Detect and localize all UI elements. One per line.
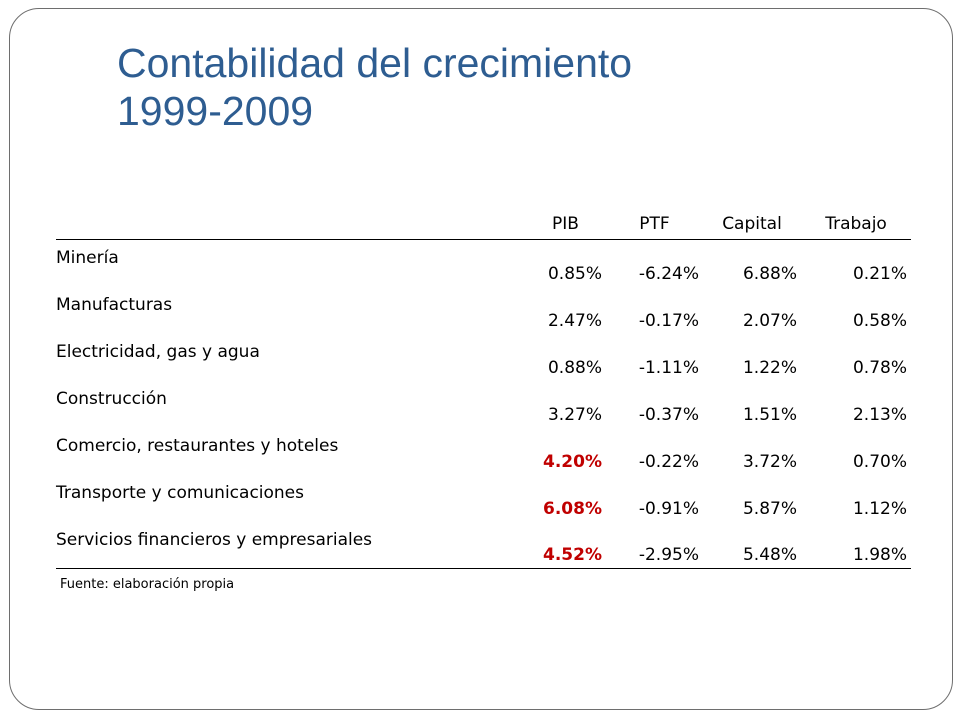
sector-name: Electricidad, gas y agua [56, 341, 260, 362]
table-row: Servicios financieros y empresariales 4.… [56, 521, 911, 569]
table-header-row: PIB PTF Capital Trabajo [56, 209, 911, 240]
capital-value: 5.87% [742, 498, 797, 519]
header-capital: Capital [703, 209, 801, 240]
trabajo-value: 0.78% [852, 357, 907, 378]
slide-frame: Contabilidad del crecimiento 1999-2009 [9, 8, 953, 710]
header-pib: PIB [525, 209, 606, 240]
ptf-value: -0.22% [638, 451, 699, 472]
table-row: Electricidad, gas y agua 0.88% -1.11% 1.… [56, 334, 911, 381]
table-row: Comercio, restaurantes y hoteles 4.20% -… [56, 428, 911, 475]
trabajo-value: 2.13% [852, 404, 907, 425]
capital-value: 5.48% [703, 521, 801, 569]
header-ptf: PTF [606, 209, 703, 240]
trabajo-value: 1.12% [852, 498, 907, 519]
sector-name: Construcción [56, 388, 167, 409]
table-row: Minería 0.85% -6.24% 6.88% 0.21% [56, 240, 911, 287]
source-note: Fuente: elaboración propia [60, 577, 235, 592]
slide-title-line-1: Contabilidad del crecimiento [117, 40, 633, 86]
sector-name: Manufacturas [56, 294, 173, 315]
pib-value: 2.47% [547, 310, 602, 331]
pib-value-highlighted: 4.52% [525, 521, 606, 569]
table-row: Transporte y comunicaciones 6.08% -0.91%… [56, 475, 911, 522]
trabajo-value: 0.70% [852, 451, 907, 472]
ptf-value: -1.11% [638, 357, 699, 378]
header-trabajo: Trabajo [801, 209, 911, 240]
capital-value: 1.22% [742, 357, 797, 378]
capital-value: 2.07% [742, 310, 797, 331]
trabajo-value: 1.98% [801, 521, 911, 569]
table-row: Manufacturas 2.47% -0.17% 2.07% 0.58% [56, 287, 911, 334]
pib-value: 3.27% [547, 404, 602, 425]
ptf-value: -0.17% [638, 310, 699, 331]
ptf-value: -6.24% [638, 263, 699, 284]
ptf-value: -0.37% [638, 404, 699, 425]
header-sector [56, 209, 525, 240]
trabajo-value: 0.58% [852, 310, 907, 331]
ptf-value: -2.95% [606, 521, 703, 569]
growth-accounting-table: PIB PTF Capital Trabajo Minería 0.85% -6… [56, 209, 911, 569]
pib-value: 0.85% [547, 263, 602, 284]
sector-name: Servicios financieros y empresariales [56, 521, 525, 569]
pib-value-highlighted: 6.08% [543, 498, 602, 519]
ptf-value: -0.91% [638, 498, 699, 519]
capital-value: 6.88% [742, 263, 797, 284]
capital-value: 3.72% [742, 451, 797, 472]
slide-title-line-2: 1999-2009 [117, 88, 314, 134]
table-row: Construcción 3.27% -0.37% 1.51% 2.13% [56, 381, 911, 428]
sector-name: Transporte y comunicaciones [56, 482, 305, 503]
pib-value: 0.88% [547, 357, 602, 378]
slide-title: Contabilidad del crecimiento 1999-2009 [117, 39, 632, 135]
capital-value: 1.51% [742, 404, 797, 425]
sector-name: Comercio, restaurantes y hoteles [56, 435, 339, 456]
trabajo-value: 0.21% [852, 263, 907, 284]
pib-value-highlighted: 4.20% [543, 451, 602, 472]
sector-name: Minería [56, 248, 119, 268]
